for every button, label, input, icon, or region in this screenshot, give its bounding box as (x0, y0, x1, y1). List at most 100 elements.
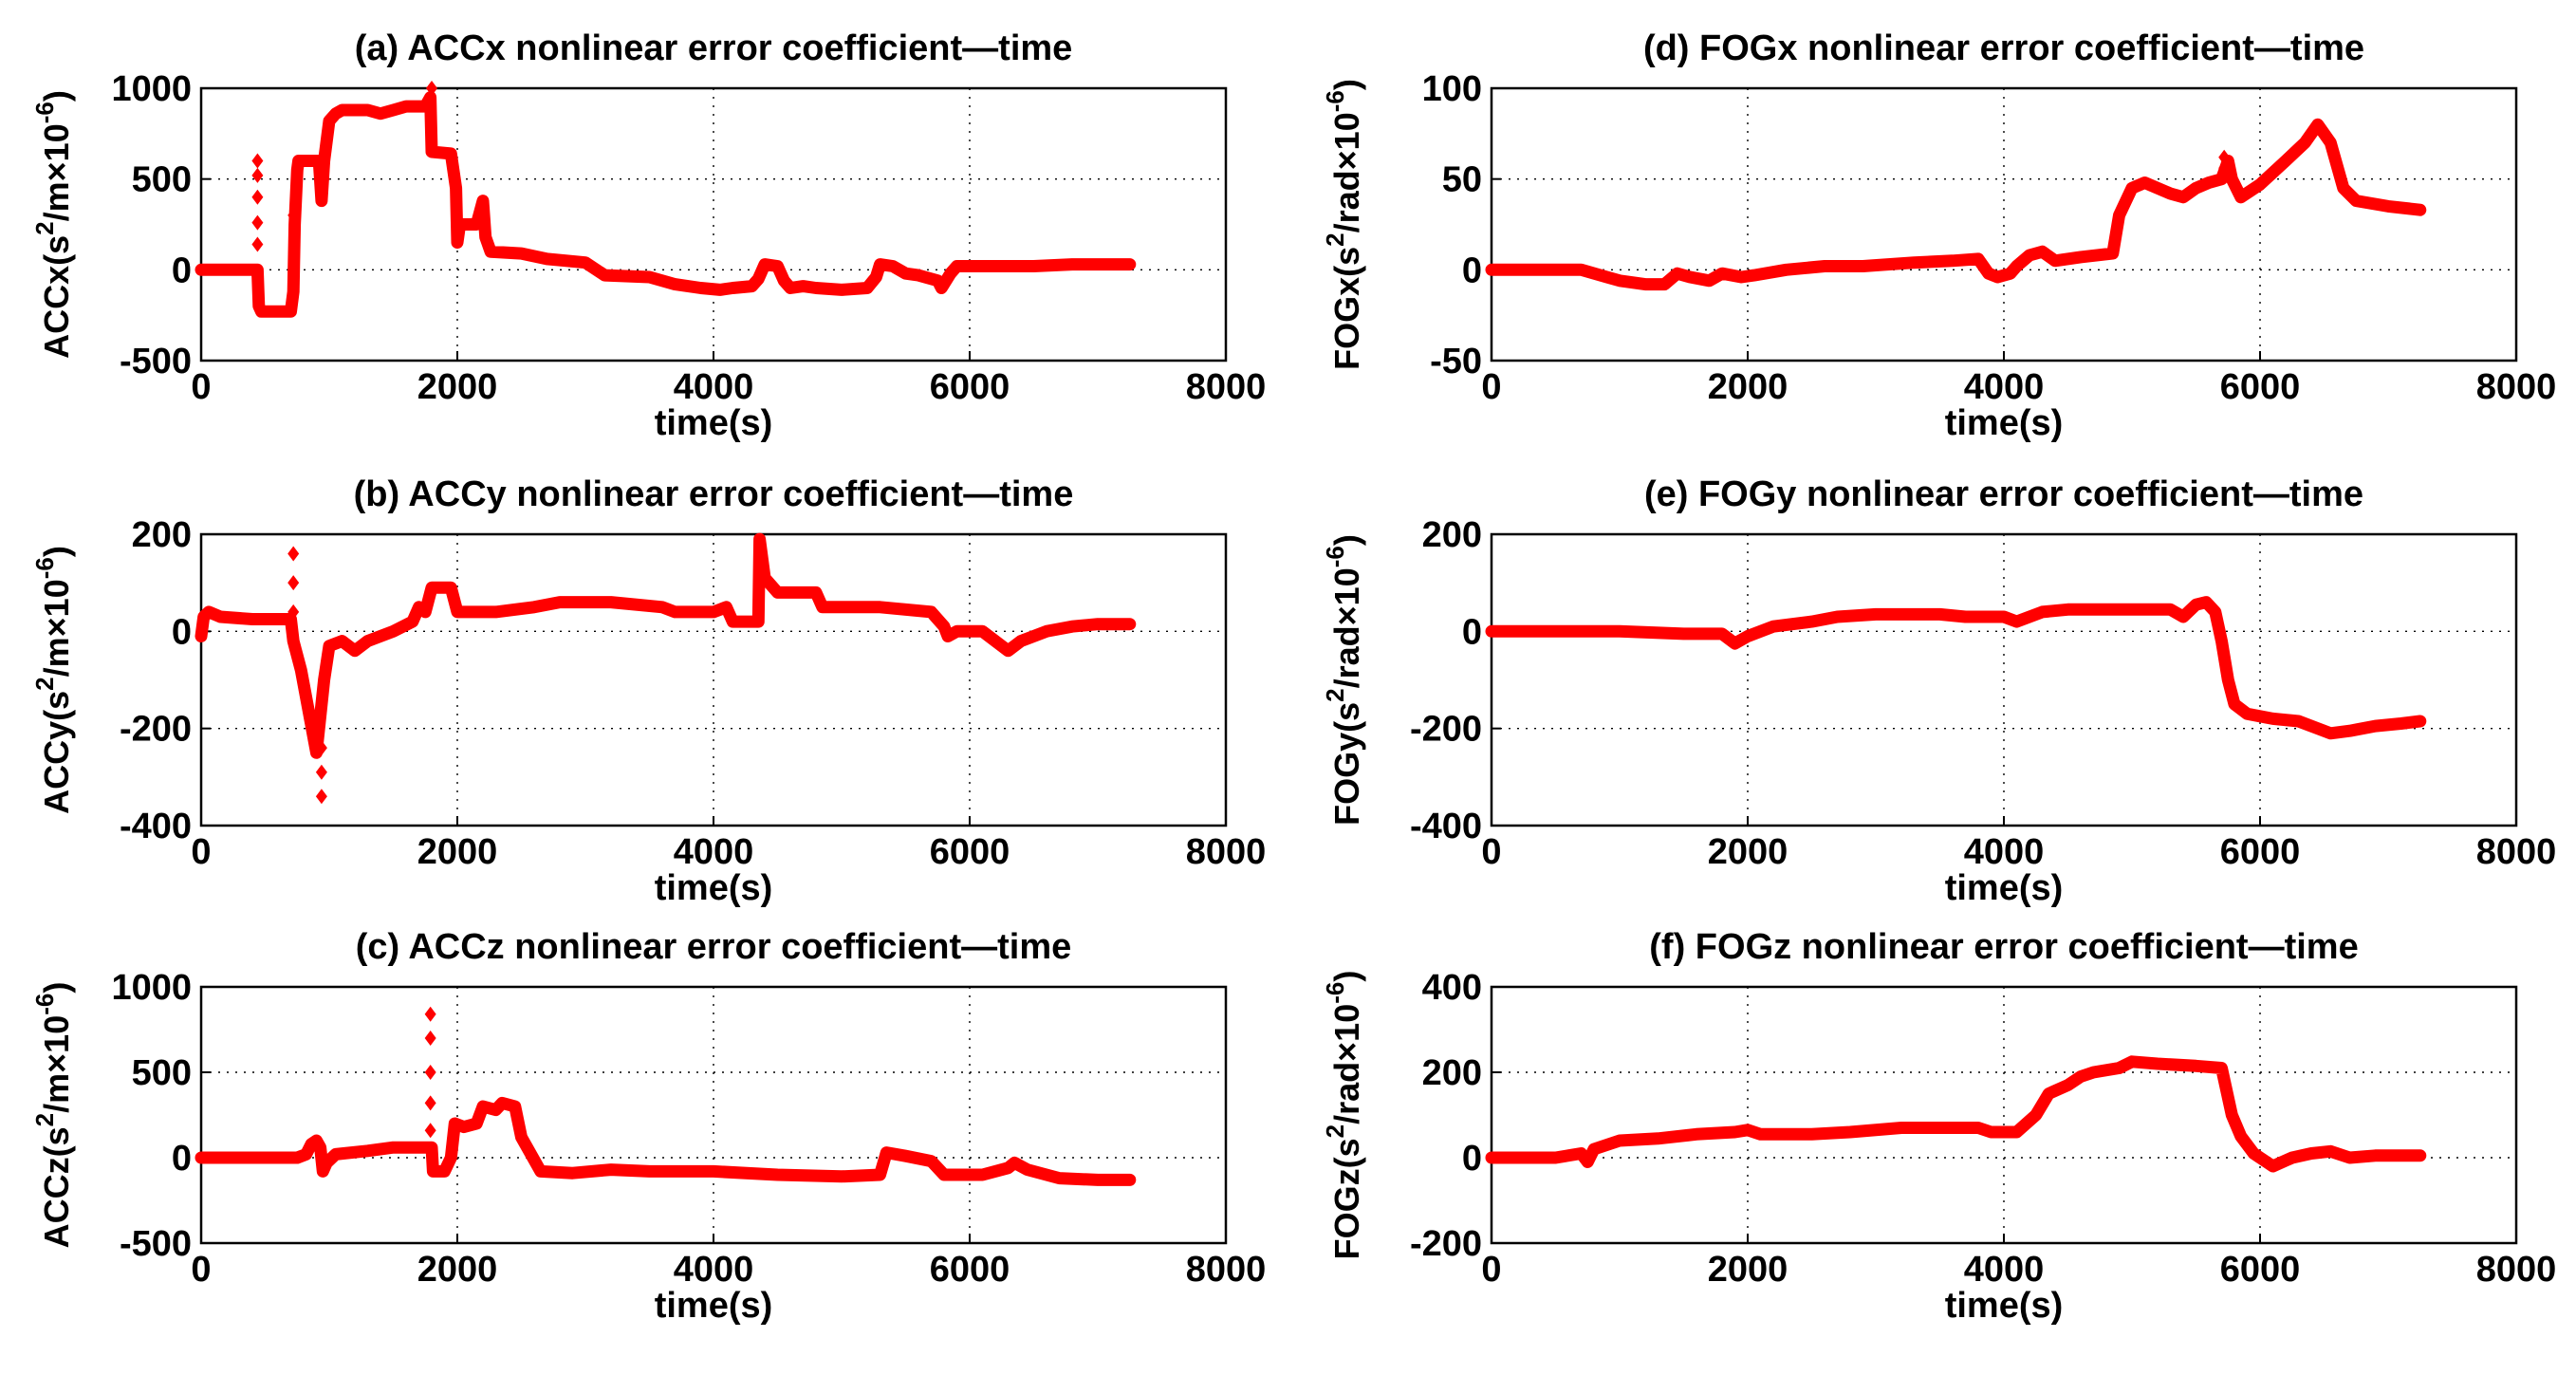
x-tick-label: 6000 (2220, 832, 2301, 872)
chart-title: (f) FOGz nonlinear error coefficient—tim… (1649, 927, 2358, 967)
y-tick-label: 500 (132, 1053, 192, 1093)
y-tick-label: 1000 (111, 69, 192, 109)
y-label-part-exp: -6 (30, 557, 59, 579)
y-tick-label: -500 (120, 342, 192, 381)
y-axis-label: ACCz(s2/m×10-6) (30, 982, 76, 1249)
x-tick-label: 0 (191, 367, 211, 407)
x-tick-label: 2000 (417, 832, 498, 872)
data-point-marker (251, 236, 264, 252)
y-tick-label: -200 (1410, 1224, 1482, 1264)
data-point-marker (2218, 149, 2231, 165)
y-tick-label: 0 (172, 612, 192, 652)
y-label-part-end: ) (37, 546, 76, 557)
x-tick-label: 2000 (417, 367, 498, 407)
x-tick-label: 2000 (417, 1250, 498, 1290)
y-tick-label: -200 (1410, 710, 1482, 750)
x-tick-label: 4000 (674, 367, 754, 407)
y-tick-label: -400 (120, 807, 192, 846)
x-axis-label: time(s) (1945, 1286, 2064, 1326)
x-tick-label: 4000 (1964, 367, 2045, 407)
data-point-marker (251, 214, 264, 231)
data-point-marker (424, 1065, 436, 1080)
data-point-marker (315, 740, 327, 756)
x-tick-label: 4000 (1964, 832, 2045, 872)
y-label-part-sup: 2 (1321, 688, 1349, 701)
y-label-part-mid: /m×10 (37, 1015, 76, 1113)
x-axis-label: time(s) (655, 1286, 773, 1326)
y-label-part-sup: 2 (30, 1113, 59, 1126)
x-tick-label: 6000 (930, 832, 1010, 872)
y-tick-label: -200 (120, 710, 192, 750)
x-tick-label: 6000 (930, 1250, 1010, 1290)
x-axis-label: time(s) (655, 868, 773, 908)
x-axis-label: time(s) (1945, 868, 2064, 908)
y-label-part-end: ) (1327, 79, 1366, 90)
y-label-part-base: ACCz(s (37, 1126, 76, 1248)
series-line-FOGz (1485, 1055, 2427, 1173)
y-tick-label: -400 (1410, 807, 1482, 846)
y-label-part-base: FOGx(s (1327, 247, 1366, 370)
y-tick-label: -500 (120, 1224, 192, 1264)
data-point-marker (315, 764, 327, 780)
data-point-marker (287, 604, 300, 620)
x-tick-label: 4000 (1964, 1250, 2045, 1290)
data-point-marker (424, 1095, 436, 1111)
y-label-part-mid: /m×10 (37, 579, 76, 677)
y-label-part-mid: /m×10 (37, 123, 76, 221)
x-tick-label: 8000 (2476, 1250, 2557, 1290)
y-label-part-exp: -6 (1321, 546, 1349, 567)
y-label-part-exp: -6 (1321, 982, 1349, 1004)
series-line-ACCy (195, 532, 1137, 759)
y-axis-label: FOGy(s2/rad×10-6) (1321, 534, 1366, 826)
data-point-marker (426, 81, 437, 96)
y-label-part-end: ) (37, 982, 76, 994)
y-axis-label: ACCx(s2/m×10-6) (30, 90, 76, 359)
y-tick-label: -50 (1430, 342, 1482, 381)
y-label-part-base: FOGz(s (1327, 1138, 1366, 1259)
chart-panel-e: 0 2000 4000 6000 8000 -400 -200 0 200 (e) FOGy no… (1321, 474, 2556, 908)
data-point-marker (251, 189, 264, 205)
series-line-ACCx (195, 91, 1137, 318)
data-point-marker (315, 789, 327, 805)
y-tick-label: 0 (172, 1139, 192, 1179)
y-tick-label: 400 (1422, 968, 1482, 1008)
series-line-ACCz (195, 1096, 1137, 1186)
data-point-marker (2218, 160, 2231, 177)
y-label-part-mid: /rad×10 (1327, 112, 1366, 232)
y-tick-label: 1000 (111, 968, 192, 1008)
x-tick-label: 2000 (1708, 832, 1788, 872)
y-tick-label: 200 (1422, 1053, 1482, 1093)
y-tick-label: 0 (1462, 1139, 1482, 1179)
y-tick-label: 100 (1422, 69, 1482, 109)
y-label-part-exp: -6 (30, 994, 59, 1015)
data-point-marker (287, 575, 300, 591)
y-label-part-base: ACCx(s (37, 235, 76, 359)
series-line-FOGx (1485, 118, 2427, 291)
plot-area (1490, 86, 2518, 362)
x-tick-label: 8000 (1186, 1250, 1267, 1290)
x-tick-label: 0 (1481, 832, 1501, 872)
x-tick-label: 8000 (1186, 832, 1267, 872)
x-tick-label: 4000 (674, 1250, 754, 1290)
x-tick-label: 0 (1481, 1250, 1501, 1290)
data-point-marker (251, 167, 264, 183)
x-tick-label: 4000 (674, 832, 754, 872)
plot-area (199, 86, 1228, 362)
series-line-FOGy (1485, 596, 2427, 740)
x-tick-label: 0 (1481, 367, 1501, 407)
y-label-part-end: ) (1327, 534, 1366, 546)
y-tick-label: 0 (1462, 612, 1482, 652)
y-label-part-mid: /rad×10 (1327, 1004, 1366, 1124)
data-point-marker (424, 1123, 436, 1139)
y-axis-label: ACCy(s2/m×10-6) (30, 546, 76, 814)
y-tick-label: 200 (1422, 515, 1482, 555)
y-label-part-end: ) (1327, 971, 1366, 982)
y-label-part-exp: -6 (30, 102, 59, 123)
x-tick-label: 6000 (2220, 367, 2301, 407)
y-tick-label: 200 (132, 515, 192, 555)
y-axis-label: FOGx(s2/rad×10-6) (1321, 79, 1366, 370)
